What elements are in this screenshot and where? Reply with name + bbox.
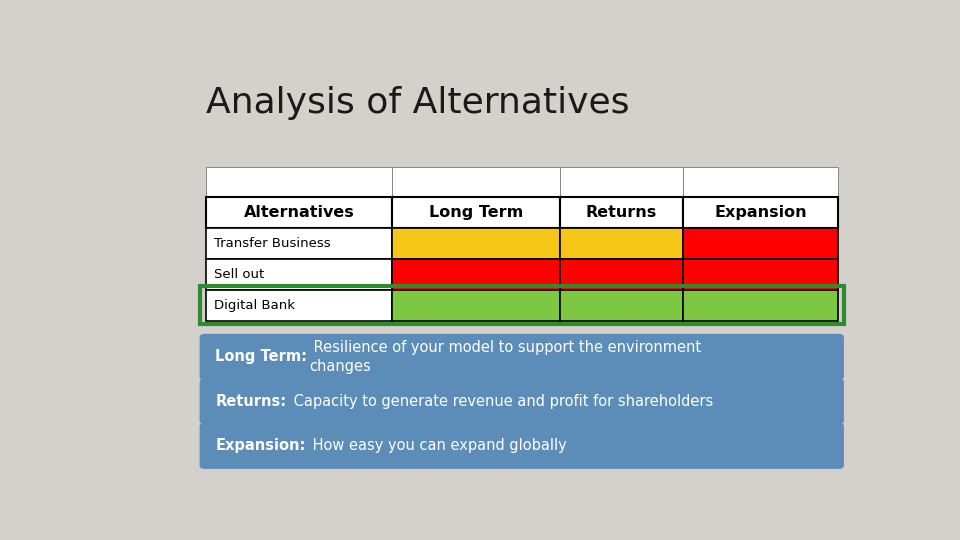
FancyBboxPatch shape: [200, 379, 844, 424]
Bar: [683, 259, 838, 290]
Bar: [683, 290, 838, 321]
Bar: [392, 259, 560, 290]
Bar: [205, 259, 392, 290]
Bar: [205, 198, 392, 228]
Bar: [205, 228, 392, 259]
Bar: [200, 286, 844, 324]
Bar: [683, 198, 838, 228]
Bar: [205, 290, 392, 321]
Bar: [392, 290, 560, 321]
Text: Returns:: Returns:: [215, 394, 286, 409]
Text: Expansion: Expansion: [714, 205, 806, 220]
Text: Resilience of your model to support the environment
changes: Resilience of your model to support the …: [309, 340, 702, 374]
Bar: [392, 198, 560, 228]
Bar: [560, 228, 683, 259]
FancyBboxPatch shape: [200, 423, 844, 469]
Bar: [560, 290, 683, 321]
Bar: [392, 167, 560, 198]
Text: Capacity to generate revenue and profit for shareholders: Capacity to generate revenue and profit …: [289, 394, 713, 409]
Bar: [683, 228, 838, 259]
Text: Digital Bank: Digital Bank: [214, 299, 296, 312]
Bar: [560, 198, 683, 228]
FancyBboxPatch shape: [200, 334, 844, 380]
Text: Long Term:: Long Term:: [215, 349, 307, 364]
Text: How easy you can expand globally: How easy you can expand globally: [308, 438, 566, 454]
Text: Analysis of Alternatives: Analysis of Alternatives: [205, 85, 629, 119]
Text: Alternatives: Alternatives: [244, 205, 354, 220]
Bar: [205, 167, 392, 198]
Text: Expansion:: Expansion:: [215, 438, 305, 454]
Text: Long Term: Long Term: [429, 205, 523, 220]
Bar: [560, 167, 683, 198]
Text: Sell out: Sell out: [214, 268, 265, 281]
Bar: [683, 167, 838, 198]
Bar: [392, 228, 560, 259]
Text: Transfer Business: Transfer Business: [214, 237, 331, 250]
Bar: [560, 259, 683, 290]
Text: Returns: Returns: [586, 205, 657, 220]
